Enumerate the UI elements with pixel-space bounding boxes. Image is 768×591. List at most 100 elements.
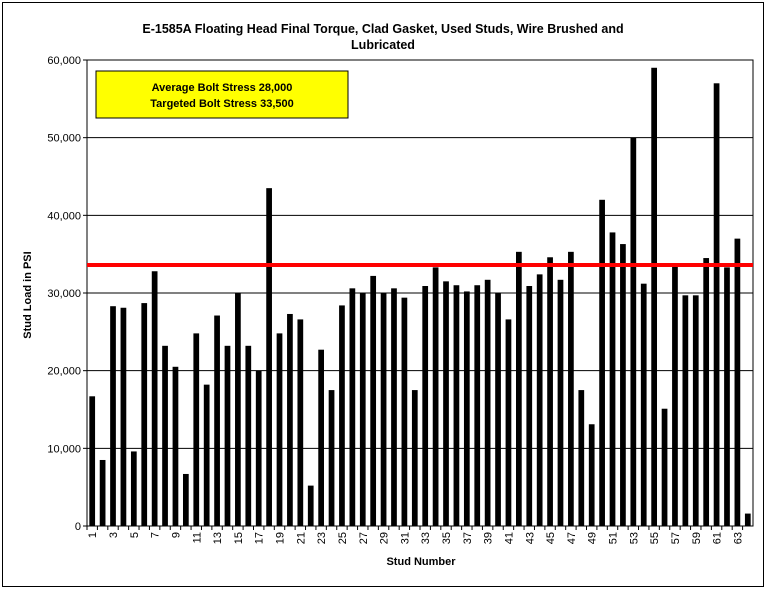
bar-stud-50 [599,199,605,527]
bar-stud-60 [703,258,710,526]
bar-stud-30 [391,288,397,526]
x-tick-label: 5 [129,532,141,538]
bar-stud-29 [380,293,387,526]
bar-stud-53 [630,137,637,526]
bar-stud-61 [713,83,720,527]
x-tick-label: 9 [170,532,182,538]
bar-stud-40 [495,293,501,526]
x-tick-label: 43 [524,532,536,544]
x-tick-label: 7 [150,532,162,538]
x-tick-label: 57 [670,532,682,544]
x-tick-label: 35 [441,532,453,544]
bar-stud-17 [255,370,262,526]
chart-title-line-2: Lubricated [351,38,415,52]
annotation-box-background [95,70,349,119]
bar-stud-32 [411,390,418,526]
bar-stud-15 [235,293,241,526]
bar-stud-2 [99,459,106,526]
bar-stud-27 [359,293,366,526]
x-tick-label: 47 [566,532,578,544]
x-tick-label: 29 [379,532,391,544]
bar-stud-33 [422,286,429,526]
bar-stud-57 [672,265,678,526]
y-tick-label: 30,000 [47,288,81,300]
x-tick-label: 25 [337,532,349,544]
bar-stud-36 [453,285,460,526]
x-tick-label: 49 [587,532,599,544]
bar-stud-21 [297,319,304,526]
bar-stud-48 [578,390,585,526]
x-tick-label: 1 [87,532,99,538]
x-tick-label: 3 [108,532,120,538]
bar-stud-31 [401,297,408,526]
bar-stud-5 [130,451,137,526]
bar-stud-11 [193,333,200,526]
x-tick-label: 23 [316,532,328,544]
bar-stud-18 [266,188,272,526]
x-tick-label: 59 [691,532,703,544]
x-tick-labels: 1 3 5 7 9 11 13 15 17 19 21 23 25 27 29 31 33 35 37 39 41 43 4… [86,526,744,544]
x-axis-title: Stud Number [386,556,456,568]
y-tick-label: 60,000 [47,55,81,67]
bar-stud-49 [588,424,595,526]
x-tick-label: 15 [233,532,245,544]
bar-stud-42 [515,251,522,526]
bar-stud-9 [172,366,179,526]
bar-stud-7 [151,271,158,526]
bar-stud-23 [318,349,325,526]
y-tick-label: 10,000 [47,443,81,455]
bar-stud-63 [734,238,741,526]
x-tick-label: 11 [191,532,203,543]
bar-stud-12 [203,384,210,526]
bar-stud-46 [557,279,564,526]
bar-stud-8 [162,345,168,526]
y-axis-title: Stud Load in PSI [22,251,34,338]
bar-stud-64 [744,513,751,526]
annotation-average: Average Bolt Stress 28,000 [152,82,293,94]
chart-title-line-1: E-1585A Floating Head Final Torque, Clad… [142,22,623,36]
y-tick-label: 0 [75,521,81,533]
bar-stud-14 [224,345,231,526]
annotation-box: Average Bolt Stress 28,000 Targeted Bolt… [95,70,349,119]
x-tick-label: 13 [212,532,224,544]
bar-stud-34 [432,267,439,526]
bars [89,67,751,527]
bar-stud-16 [245,345,252,526]
bar-stud-37 [463,291,470,526]
bar-stud-26 [349,288,356,526]
bar-stud-10 [182,473,189,526]
bar-stud-24 [328,390,335,526]
bar-stud-25 [339,305,345,526]
bar-stud-38 [474,285,481,526]
bar-stud-58 [682,295,689,526]
x-tick-label: 31 [399,532,411,544]
bar-stud-28 [370,275,377,526]
bar-chart: E-1585A Floating Head Final Torque, Clad… [22,22,754,568]
plot-area-border [86,59,754,527]
bar-stud-52 [620,244,626,526]
bar-stud-4 [120,307,127,526]
bar-stud-62 [724,267,730,526]
y-tick-label: 20,000 [47,366,81,378]
bar-stud-1 [89,396,96,526]
x-tick-label: 21 [295,532,307,544]
bar-stud-51 [609,232,616,527]
x-tick-label: 55 [649,532,661,544]
x-tick-label: 33 [420,532,432,544]
bar-stud-22 [307,485,314,526]
x-tick-label: 41 [503,532,515,544]
bar-stud-20 [287,313,293,526]
x-tick-label: 39 [483,532,495,544]
bar-stud-41 [505,319,512,526]
x-tick-label: 63 [732,532,744,544]
x-tick-label: 61 [712,532,724,544]
x-tick-label: 45 [545,532,557,544]
x-tick-label: 51 [608,532,620,544]
bar-stud-44 [536,274,543,526]
x-tick-label: 19 [275,532,287,544]
bar-stud-39 [484,279,491,526]
x-tick-label: 53 [628,532,640,544]
bar-stud-35 [443,281,449,526]
bar-stud-43 [526,286,533,526]
